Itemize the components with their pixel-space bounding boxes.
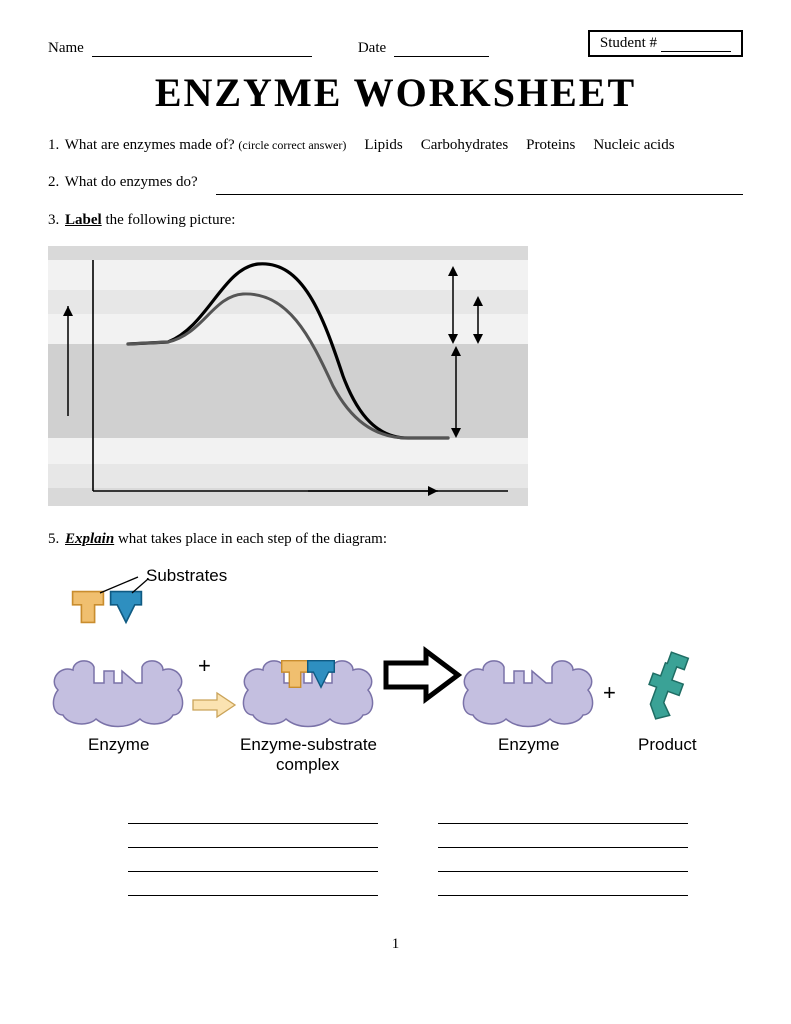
q1-choice-carbohydrates[interactable]: Carbohydrates — [421, 134, 508, 157]
blank-line[interactable] — [438, 858, 688, 872]
svg-text:+: + — [603, 680, 616, 705]
page-title: Enzyme Worksheet — [48, 69, 743, 116]
q1-choice-lipids[interactable]: Lipids — [364, 134, 402, 157]
blank-line[interactable] — [128, 834, 378, 848]
svg-text:Enzyme-substrate: Enzyme-substrate — [240, 735, 377, 754]
svg-text:Substrates: Substrates — [146, 566, 227, 585]
svg-text:Product: Product — [638, 735, 697, 754]
question-1: 1. What are enzymes made of? (circle cor… — [48, 134, 743, 157]
q5-answer-area — [128, 810, 743, 896]
date-label: Date — [358, 40, 386, 57]
blank-line[interactable] — [438, 882, 688, 896]
svg-text:complex: complex — [276, 755, 340, 774]
name-blank[interactable] — [92, 43, 312, 57]
page-number: 1 — [48, 936, 743, 953]
mechanism-diagram: Substrates Enzyme + Enzyme-substratecomplex… — [48, 565, 728, 800]
q2-answer-blank[interactable] — [216, 181, 743, 195]
q5-col-2 — [438, 810, 688, 896]
svg-text:Enzyme: Enzyme — [498, 735, 559, 754]
student-box: Student # — [588, 30, 743, 57]
date-blank[interactable] — [394, 43, 489, 57]
blank-line[interactable] — [128, 858, 378, 872]
header-row: Name Date Student # — [48, 30, 743, 57]
blank-line[interactable] — [438, 834, 688, 848]
svg-text:Enzyme: Enzyme — [88, 735, 149, 754]
student-label: Student # — [600, 35, 657, 52]
blank-line[interactable] — [438, 810, 688, 824]
question-5: 5. Explain what takes place in each step… — [48, 528, 743, 551]
energy-diagram — [48, 246, 528, 506]
question-3: 3. Label the following picture: — [48, 209, 743, 232]
student-blank[interactable] — [661, 38, 731, 52]
svg-text:+: + — [198, 653, 211, 678]
question-2: 2. What do enzymes do? — [48, 171, 743, 194]
q1-choice-proteins[interactable]: Proteins — [526, 134, 575, 157]
q1-choice-nucleic-acids[interactable]: Nucleic acids — [593, 134, 674, 157]
blank-line[interactable] — [128, 810, 378, 824]
blank-line[interactable] — [128, 882, 378, 896]
name-label: Name — [48, 40, 84, 57]
q5-col-1 — [128, 810, 378, 896]
